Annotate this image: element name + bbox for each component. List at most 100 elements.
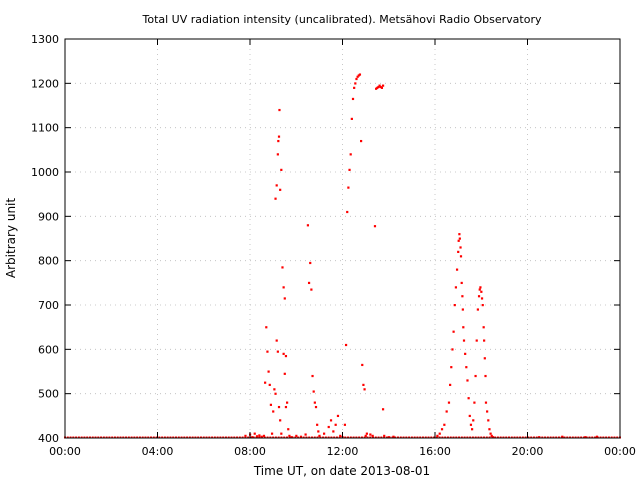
data-point	[276, 350, 279, 353]
axis-ticks	[64, 38, 621, 439]
data-point	[282, 286, 285, 289]
data-point	[472, 419, 475, 422]
data-point	[255, 435, 259, 438]
data-point	[314, 405, 318, 409]
data-point	[312, 390, 315, 393]
data-point	[454, 286, 458, 289]
y-tick-label: 1000	[31, 166, 59, 179]
data-point	[282, 352, 285, 355]
data-point	[484, 401, 488, 404]
data-point	[458, 233, 461, 236]
data-point	[377, 85, 380, 89]
data-point	[483, 339, 486, 342]
y-tick-label: 1200	[31, 77, 59, 90]
data-point	[392, 435, 395, 438]
data-point	[279, 188, 282, 191]
y-tick-label: 1100	[31, 122, 59, 135]
x-tick-label: 00:00	[604, 445, 636, 458]
data-point	[309, 261, 312, 265]
data-point	[283, 372, 286, 375]
data-point	[318, 434, 321, 437]
data-point	[451, 348, 454, 351]
data-point	[462, 326, 465, 329]
data-point	[310, 288, 313, 291]
data-point	[351, 97, 355, 101]
data-point	[280, 168, 283, 171]
x-axis-title: Time UT, on date 2013-08-01	[253, 464, 430, 478]
data-point	[279, 419, 282, 422]
data-point	[460, 281, 463, 285]
data-point	[365, 432, 368, 435]
data-point	[295, 434, 298, 437]
data-point	[479, 286, 482, 289]
data-point	[383, 434, 386, 437]
data-point	[378, 84, 381, 87]
data-point	[438, 432, 441, 435]
data-point	[483, 357, 486, 360]
data-point	[268, 383, 271, 386]
data-point	[277, 405, 281, 409]
data-point	[476, 308, 479, 311]
data-point	[274, 197, 277, 200]
data-point	[253, 432, 256, 435]
data-point	[265, 326, 268, 329]
data-point	[360, 139, 363, 143]
y-tick-labels: 400 500 600 700 800 900 1000 1100 1200 1300	[31, 33, 59, 445]
data-point	[478, 288, 481, 291]
data-point	[462, 339, 466, 342]
data-point	[349, 153, 352, 156]
data-point	[491, 436, 495, 439]
data-point	[348, 168, 351, 171]
data-point	[307, 281, 311, 285]
x-tick-label: 08:00	[234, 445, 266, 458]
data-point	[363, 388, 366, 391]
data-point	[474, 374, 477, 378]
data-point	[461, 295, 464, 298]
data-point	[350, 117, 353, 120]
data-point	[369, 433, 372, 436]
x-tick-label: 12:00	[327, 445, 359, 458]
data-point	[373, 225, 377, 228]
data-point	[471, 428, 474, 431]
data-point	[595, 435, 599, 438]
data-point	[264, 381, 267, 384]
data-point	[269, 403, 273, 406]
data-point	[284, 405, 288, 409]
x-tick-label: 00:00	[49, 445, 81, 458]
data-point	[364, 434, 367, 437]
data-point	[482, 326, 485, 329]
data-point	[486, 410, 489, 413]
data-point	[336, 414, 340, 418]
data-point	[270, 432, 274, 435]
data-point	[481, 304, 484, 307]
data-point	[353, 86, 356, 89]
data-point	[440, 428, 444, 431]
data-point	[490, 434, 493, 437]
data-point	[357, 74, 360, 77]
data-point	[473, 401, 476, 404]
data-point	[477, 295, 481, 298]
data-point	[387, 436, 390, 439]
data-point	[284, 354, 288, 358]
data-point	[436, 434, 439, 437]
data-point	[299, 435, 303, 438]
data-point	[376, 86, 379, 89]
data-point	[453, 304, 456, 307]
data-point	[272, 410, 275, 413]
data-point	[459, 255, 463, 258]
data-point	[251, 436, 254, 439]
data-point	[275, 339, 278, 342]
data-point	[469, 423, 473, 426]
data-point	[457, 239, 460, 242]
data-point	[244, 434, 247, 437]
data-point	[354, 82, 357, 85]
data-point	[449, 383, 452, 386]
data-point	[339, 434, 342, 437]
y-tick-label: 800	[38, 255, 59, 268]
data-point	[288, 434, 291, 437]
data-point	[489, 432, 492, 435]
data-point	[371, 434, 374, 437]
